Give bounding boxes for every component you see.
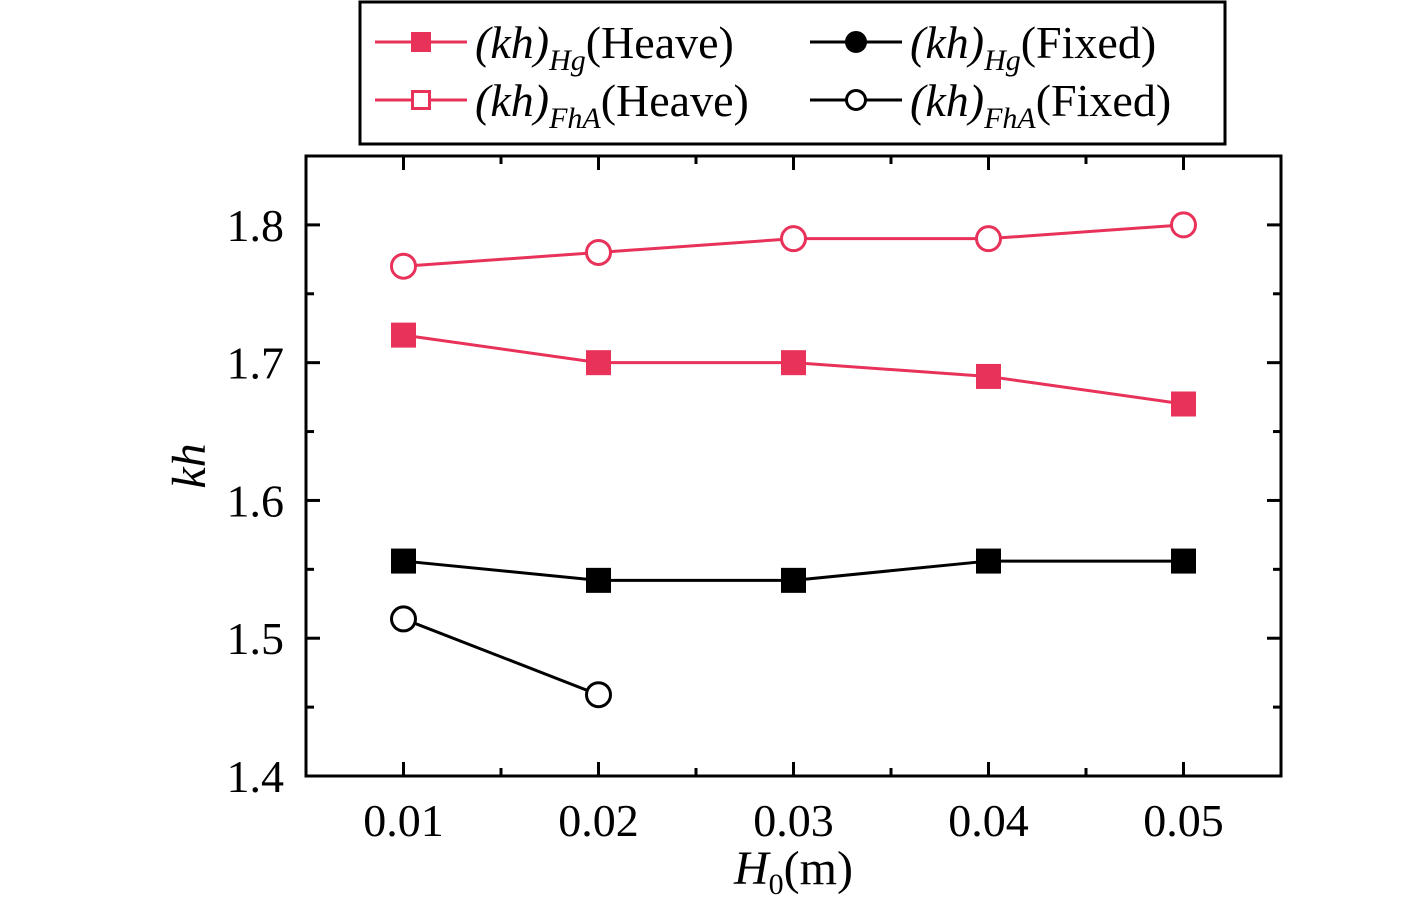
series-hg_fixed	[391, 548, 1196, 593]
data-point-fha_fixed	[585, 681, 612, 709]
y-tick-label: 1.8	[227, 200, 285, 251]
data-point-fha_fixed	[390, 605, 417, 633]
legend-label: (kh)Hg(Heave)	[475, 17, 734, 77]
data-point-hg_heave	[781, 350, 806, 376]
data-point-hg_heave	[586, 350, 611, 376]
data-point-hg_heave	[976, 363, 1001, 389]
legend-label-suffix: (Heave)	[601, 75, 749, 126]
data-point-fha_heave	[390, 252, 417, 280]
legend-label: (kh)Hg(Fixed)	[910, 17, 1156, 77]
legend-label-symbol: (kh)	[475, 17, 549, 68]
data-point-hg_heave	[1171, 391, 1196, 417]
x-axis-title-symbol: H	[733, 842, 771, 895]
data-point-hg_fixed	[1171, 548, 1196, 574]
x-tick-label: 0.04	[948, 795, 1029, 846]
legend-label-suffix: (Fixed)	[1036, 75, 1171, 126]
y-tick-label: 1.6	[227, 475, 285, 526]
legend-label-subscript: Hg	[548, 44, 586, 77]
legend-label-symbol: (kh)	[910, 17, 984, 68]
series-fha_heave	[390, 211, 1197, 280]
legend-label: (kh)FhA(Heave)	[475, 75, 749, 135]
series-fha_fixed	[390, 605, 612, 709]
legend: (kh)Hg(Heave)(kh)FhA(Heave)(kh)Hg(Fixed)…	[358, 0, 1227, 146]
data-point-hg_heave	[391, 322, 416, 348]
x-tick-label: 0.05	[1143, 795, 1224, 846]
legend-marker	[845, 31, 867, 53]
data-point-fha_heave	[1170, 211, 1197, 239]
legend-label-symbol: (kh)	[475, 75, 549, 126]
legend-label-symbol: (kh)	[910, 75, 984, 126]
x-axis-title: H0(m)	[733, 842, 853, 901]
x-tick-label: 0.03	[753, 795, 834, 846]
y-tick-label: 1.5	[227, 613, 285, 664]
legend-marker	[411, 32, 431, 52]
data-point-fha_heave	[975, 225, 1002, 253]
legend-item-fha_heave: (kh)FhA(Heave)	[375, 75, 749, 135]
legend-item-hg_heave: (kh)Hg(Heave)	[375, 17, 734, 77]
data-point-hg_fixed	[781, 567, 806, 593]
legend-label: (kh)FhA(Fixed)	[910, 75, 1171, 135]
axes: 0.01 0.02 0.03 0.04 0.05 1.4 1.5 1.6 1.7 1.8 H0(m)…	[163, 154, 1283, 901]
legend-marker	[411, 90, 431, 110]
data-point-fha_heave	[780, 225, 807, 253]
series-line-fha_fixed	[402, 617, 600, 697]
data-point-hg_fixed	[976, 548, 1001, 574]
legend-label-suffix: (Fixed)	[1021, 17, 1156, 68]
x-axis-title-unit: (m)	[784, 842, 853, 895]
data-point-hg_fixed	[391, 548, 416, 574]
plot-area	[390, 211, 1197, 709]
legend-label-subscript: FhA	[983, 102, 1036, 135]
y-tick-label: 1.7	[227, 338, 285, 389]
x-tick-label: 0.02	[558, 795, 639, 846]
legend-label-subscript: Hg	[983, 44, 1021, 77]
series-hg_heave	[391, 322, 1196, 417]
legend-label-subscript: FhA	[548, 102, 601, 135]
legend-item-hg_fixed: (kh)Hg(Fixed)	[810, 17, 1156, 77]
x-tick-label: 0.01	[363, 795, 444, 846]
data-point-fha_heave	[585, 238, 612, 266]
y-tick-label: 1.4	[227, 751, 285, 802]
x-axis-title-subscript: 0	[769, 868, 784, 901]
data-point-hg_fixed	[586, 567, 611, 593]
legend-label-suffix: (Heave)	[586, 17, 734, 68]
legend-box	[358, 0, 1227, 146]
y-axis-title: kh	[163, 443, 216, 488]
legend-item-fha_fixed: (kh)FhA(Fixed)	[810, 75, 1171, 135]
legend-marker	[845, 89, 867, 111]
